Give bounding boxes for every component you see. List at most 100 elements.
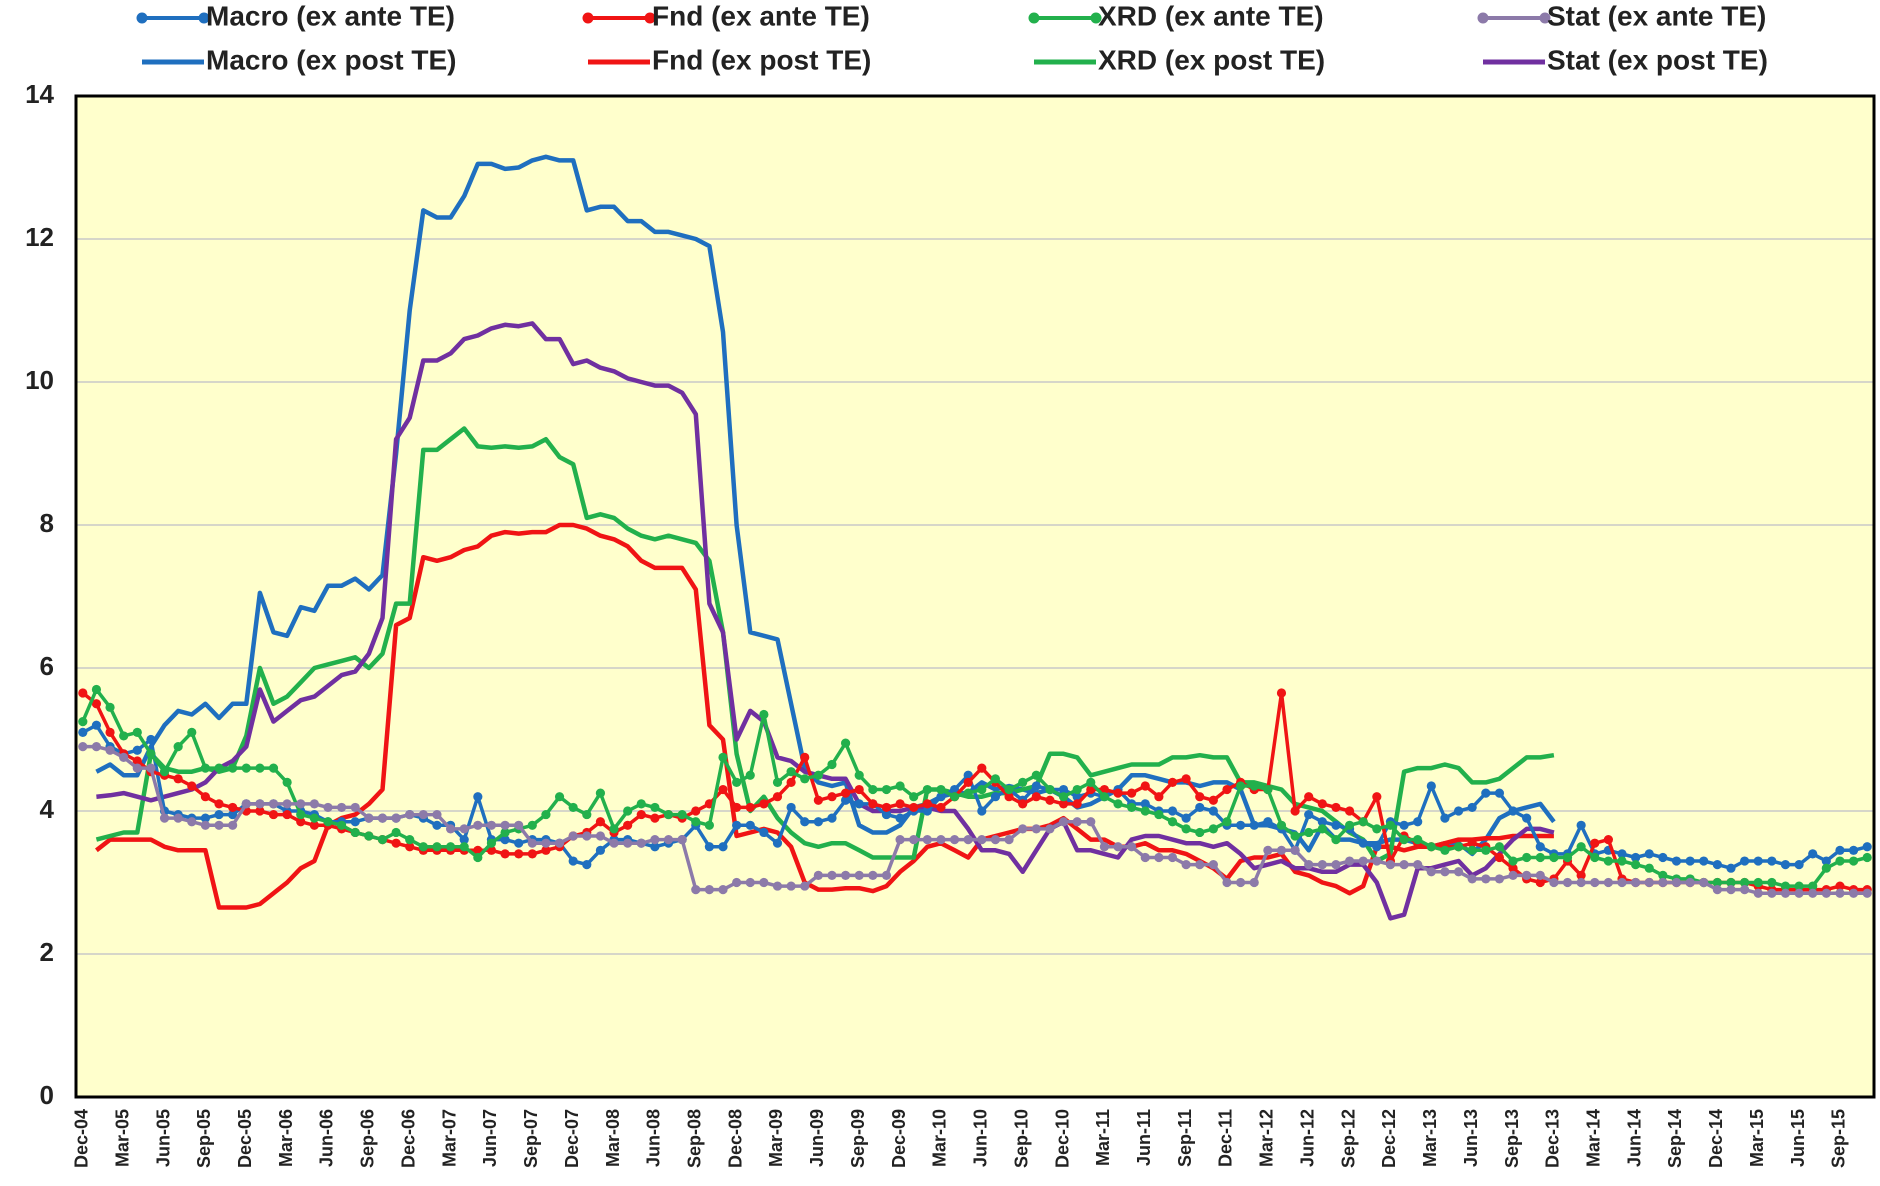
series-marker <box>623 838 633 848</box>
series-marker <box>119 752 129 762</box>
series-marker <box>1249 781 1259 791</box>
series-marker <box>1290 831 1300 841</box>
series-marker <box>391 813 401 823</box>
series-marker <box>364 813 374 823</box>
series-marker <box>1385 860 1396 870</box>
series-marker <box>337 802 347 813</box>
series-marker <box>1603 835 1613 845</box>
series-marker <box>1004 792 1014 802</box>
series-marker <box>868 784 878 795</box>
series-marker <box>132 727 142 737</box>
series-marker <box>1739 885 1750 895</box>
series-marker <box>1399 860 1409 870</box>
series-marker <box>1195 827 1205 838</box>
series-marker <box>309 820 319 830</box>
series-marker <box>405 835 415 845</box>
series-marker <box>1372 856 1382 866</box>
x-tick-label: Sep-12 <box>1338 1109 1358 1168</box>
series-marker <box>881 802 892 813</box>
series-marker <box>609 824 619 834</box>
x-tick-label: Sep-10 <box>1011 1109 1031 1168</box>
x-tick-label: Jun-06 <box>317 1109 337 1167</box>
series-marker <box>1222 784 1232 795</box>
series-marker <box>377 813 388 823</box>
x-tick-label: Dec-13 <box>1543 1109 1563 1168</box>
series-marker <box>813 870 823 880</box>
series-marker <box>541 845 551 855</box>
series-marker <box>323 817 333 827</box>
series-marker <box>173 774 183 784</box>
x-tick-label: Dec-11 <box>1216 1109 1236 1167</box>
legend-label: Macro (ex ante TE) <box>206 0 455 31</box>
series-marker <box>1426 867 1436 877</box>
series-marker <box>405 842 415 852</box>
series-marker <box>977 784 987 795</box>
series-marker <box>800 774 810 784</box>
series-marker <box>377 835 388 845</box>
series-marker <box>1753 888 1763 898</box>
series-marker <box>963 835 973 845</box>
series-marker <box>595 817 606 827</box>
series-marker <box>1127 802 1137 813</box>
y-tick-label: 14 <box>25 79 54 109</box>
series-marker <box>514 820 524 830</box>
series-marker <box>1317 824 1327 834</box>
series-marker <box>282 799 292 809</box>
series-marker <box>1508 870 1518 880</box>
series-marker <box>1372 824 1382 834</box>
series-marker <box>1140 852 1150 863</box>
series-marker <box>745 820 755 830</box>
series-marker <box>691 885 701 895</box>
series-marker <box>1249 877 1259 888</box>
series-marker <box>1331 820 1341 830</box>
series-marker <box>146 749 156 759</box>
series-marker <box>881 809 892 820</box>
series-marker <box>1072 799 1082 809</box>
x-tick-label: Jun-10 <box>971 1109 991 1167</box>
series-marker <box>1058 817 1069 827</box>
series-marker <box>636 799 646 809</box>
series-marker <box>759 827 769 838</box>
series-marker <box>1522 813 1532 823</box>
series-marker <box>704 842 714 852</box>
series-marker <box>772 792 783 802</box>
series-marker <box>228 802 238 813</box>
legend-label: XRD (ex ante TE) <box>1098 0 1324 31</box>
series-marker <box>1195 802 1205 813</box>
series-marker <box>1712 885 1722 895</box>
x-tick-label: Jun-09 <box>807 1109 827 1167</box>
series-marker <box>963 777 973 788</box>
series-marker <box>1535 852 1545 863</box>
series-marker <box>1794 860 1804 870</box>
series-marker <box>1317 799 1327 809</box>
series-marker <box>854 870 864 880</box>
series-marker <box>500 849 510 859</box>
series-marker <box>1276 845 1287 855</box>
series-marker <box>146 763 156 773</box>
series-marker <box>527 820 537 830</box>
series-marker <box>1780 860 1791 870</box>
series-marker <box>364 831 374 841</box>
series-marker <box>159 813 170 823</box>
series-marker <box>1467 874 1477 884</box>
series-line <box>95 154 1556 857</box>
series-marker <box>977 763 987 773</box>
series-marker <box>718 842 728 852</box>
series-marker <box>1113 842 1123 852</box>
series-marker <box>582 831 592 841</box>
series-marker <box>1753 877 1763 888</box>
series-marker <box>895 813 905 823</box>
series-marker <box>1140 781 1150 791</box>
series-marker <box>337 820 347 830</box>
series-marker <box>623 806 633 816</box>
series-marker <box>1522 852 1532 863</box>
series-marker <box>1045 795 1055 805</box>
legend-marker <box>1028 12 1040 24</box>
series-marker <box>1208 795 1218 805</box>
series-marker <box>1154 792 1164 802</box>
series-marker <box>214 809 224 820</box>
series-marker <box>1549 852 1559 863</box>
series-marker <box>745 877 755 888</box>
series-marker <box>1208 860 1218 870</box>
y-tick-label: 8 <box>40 508 54 538</box>
